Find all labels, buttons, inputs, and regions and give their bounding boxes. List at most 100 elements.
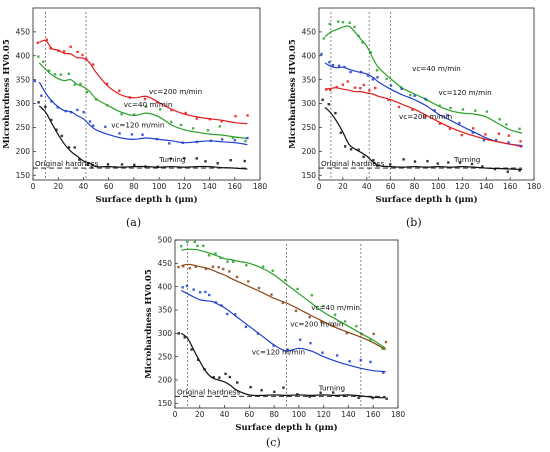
data-point [372, 159, 375, 162]
series-line [324, 87, 523, 148]
data-point [69, 45, 72, 49]
data-point [471, 131, 474, 134]
data-point [57, 49, 60, 53]
y-tick-label: 350 [302, 75, 317, 84]
data-point [308, 316, 311, 319]
data-point [518, 127, 521, 131]
data-point [246, 114, 249, 117]
data-point [207, 254, 211, 257]
y-tick-label: 150 [16, 171, 31, 180]
series-line [324, 62, 523, 147]
data-point [484, 133, 487, 136]
series-line [39, 39, 248, 125]
data-point [272, 344, 275, 347]
series-label: vc=40 m/min [412, 64, 461, 73]
data-point [209, 139, 213, 143]
data-point [91, 63, 95, 66]
data-point [424, 97, 427, 101]
data-point [296, 287, 299, 291]
data-point [273, 390, 276, 394]
x-tick-label: 60 [245, 410, 255, 419]
y-axis-title: Microhardness HV0.05 [144, 269, 154, 379]
data-point [55, 128, 58, 131]
x-tick-label: 80 [129, 182, 139, 191]
data-point [244, 325, 248, 328]
data-point [37, 101, 40, 104]
data-point [343, 145, 347, 148]
data-point [402, 158, 405, 161]
data-point [372, 332, 375, 336]
data-point [481, 165, 484, 168]
data-point [461, 108, 465, 111]
data-point [447, 161, 450, 164]
data-point [336, 20, 340, 23]
data-point [50, 100, 53, 103]
data-point [376, 164, 379, 167]
series-1: vc=200 m/min [36, 38, 249, 125]
x-tick-label: 140 [202, 182, 217, 191]
data-point [385, 397, 388, 400]
data-point [334, 111, 337, 115]
data-point [376, 76, 379, 79]
data-point [349, 70, 352, 74]
data-point [204, 267, 208, 271]
data-point [400, 87, 404, 91]
data-point [76, 108, 79, 112]
data-point [228, 375, 231, 379]
data-point [246, 136, 249, 140]
data-point [67, 146, 71, 149]
data-point [208, 117, 212, 121]
data-point [357, 34, 360, 38]
data-point [339, 131, 343, 134]
data-point [284, 278, 287, 282]
x-tick-label: 60 [386, 182, 396, 191]
data-point [232, 260, 235, 264]
data-point [231, 136, 235, 139]
data-point [195, 117, 198, 120]
x-tick-label: 180 [253, 182, 268, 191]
data-point [329, 88, 332, 92]
data-point [343, 65, 346, 69]
data-point [224, 372, 227, 376]
x-tick-label: 60 [104, 182, 114, 191]
data-point [50, 118, 53, 122]
data-point [337, 64, 341, 68]
data-point [229, 159, 232, 162]
data-point [94, 98, 98, 101]
chart-panel-a: 0 20 40 60 80 100 120 140 160 180 150 200 250 300 350 4… [2, 7, 268, 205]
data-point [436, 162, 439, 165]
series-4: Turning [37, 101, 248, 170]
data-point [226, 260, 229, 263]
data-point [409, 93, 412, 97]
data-point [177, 332, 180, 335]
data-point [220, 304, 223, 307]
series-label: vc=200 m/min [290, 319, 343, 328]
x-tick-label: 20 [53, 182, 63, 191]
series-line [324, 25, 523, 134]
data-point [188, 266, 192, 270]
data-point [331, 391, 335, 394]
series-line [38, 62, 248, 139]
data-point [214, 301, 218, 304]
data-point [256, 332, 260, 335]
data-point [169, 157, 173, 160]
data-point [40, 94, 43, 97]
data-point [243, 159, 246, 163]
data-point [170, 108, 173, 112]
data-point [118, 89, 121, 93]
data-point [44, 105, 47, 109]
data-point [361, 41, 364, 44]
data-point [493, 167, 497, 171]
data-point [345, 331, 349, 335]
y-tick-label: 450 [16, 27, 31, 36]
x-tick-label: 120 [455, 182, 470, 191]
y-tick-label: 250 [158, 352, 173, 361]
y-tick-label: 300 [158, 329, 173, 338]
data-point [42, 60, 45, 63]
data-point [507, 134, 511, 137]
data-point [384, 340, 388, 344]
data-point [348, 21, 351, 24]
data-point [104, 125, 107, 128]
data-point [381, 347, 384, 351]
x-tick-label: 160 [228, 182, 243, 191]
